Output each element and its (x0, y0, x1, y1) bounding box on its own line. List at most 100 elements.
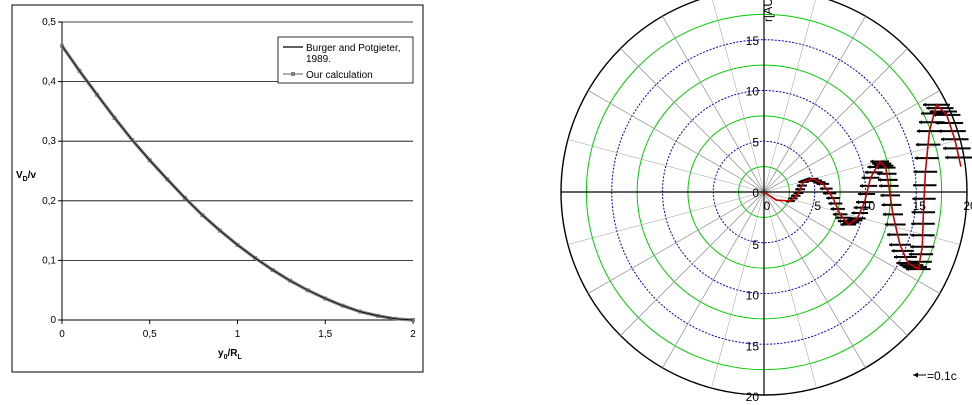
velocity-vector-head (912, 183, 916, 188)
velocity-vector-head (795, 187, 799, 192)
y-axis-label: VD/v (16, 170, 37, 183)
velocity-vector-head (849, 216, 853, 221)
polar-spoke (763, 90, 941, 193)
velocity-vector-head (908, 252, 912, 257)
legend-box (277, 36, 414, 84)
legend: Burger and Potgieter, 1989. Our calculat… (277, 36, 414, 84)
velocity-vector-head (835, 215, 839, 220)
arrow-scale-label: =0.1c (927, 369, 957, 383)
velocity-vector-head (915, 142, 919, 147)
velocity-vector-head (932, 112, 936, 117)
arrow-scale-key: =0.1c (913, 369, 957, 383)
velocity-vector-head (916, 129, 920, 134)
velocity-vector-head (881, 202, 885, 207)
velocity-vector-head (826, 196, 830, 201)
radial-tick-label-right: 5 (814, 199, 821, 213)
radial-tick-label-up: 5 (752, 135, 759, 149)
velocity-vector-head (870, 159, 874, 164)
polar-axes (561, 0, 967, 395)
velocity-vector-head (872, 161, 876, 166)
polar-spoke (620, 48, 765, 193)
velocity-vector-head (921, 111, 925, 116)
velocity-vector-head (878, 177, 882, 182)
polar-circle (611, 39, 917, 345)
polar-spoke (711, 191, 765, 389)
polar-series-line (763, 103, 962, 271)
velocity-vector-head (823, 191, 827, 196)
velocity-vector-head (857, 192, 861, 197)
velocity-vector-head (877, 171, 881, 176)
velocity-vector-head (853, 205, 857, 210)
polar-circle (738, 166, 790, 218)
polar-circles (560, 0, 968, 396)
velocity-vector-head (837, 219, 841, 224)
velocity-vector-head (851, 210, 855, 215)
radial-tick-label-down: 20 (746, 390, 760, 404)
velocity-vector-head (874, 163, 878, 168)
velocity-vector-head (880, 193, 884, 198)
velocity-vector-head (905, 267, 909, 272)
polar-spoke (763, 0, 816, 193)
y-tick-label: 0,2 (42, 196, 56, 207)
radial-tick-label-down: 15 (746, 339, 760, 353)
velocity-vector-head (893, 254, 897, 259)
velocity-vector-head (867, 164, 871, 169)
polar-spoke (763, 191, 866, 369)
velocity-vector-head (816, 181, 820, 186)
velocity-vector-head (861, 175, 865, 180)
radial-tick-label-right: 0 (764, 199, 771, 213)
radial-tick-label-down: 5 (752, 238, 759, 252)
velocity-vector-head (832, 212, 836, 217)
velocity-vector-head (902, 265, 906, 270)
polar-spoke (763, 191, 908, 336)
polar-circle (560, 0, 968, 396)
velocity-vector-head (813, 180, 817, 185)
y-tick-label: 0,4 (42, 77, 56, 88)
velocity-vector-head (910, 233, 914, 238)
velocity-vector-head (899, 263, 903, 268)
y-tick-label: 0,3 (42, 136, 56, 147)
velocity-vector-head (887, 232, 891, 237)
x-tick-label: 0 (59, 329, 65, 340)
velocity-vector-head (882, 212, 886, 217)
velocity-vector-head (912, 196, 916, 201)
polar-circle (687, 115, 841, 269)
polar-spoke (620, 191, 765, 336)
radial-tick-label-down: 10 (746, 289, 760, 303)
radial-tick-label-up: 10 (746, 85, 760, 99)
velocity-vector-head (856, 200, 860, 205)
velocity-vector-head (889, 242, 893, 247)
velocity-vectors (785, 102, 972, 272)
polar-series (763, 103, 962, 271)
velocity-vector-head (926, 106, 930, 111)
polar-circle (712, 140, 816, 244)
x-tick-label: 1,5 (318, 329, 332, 340)
polar-spoke (763, 191, 817, 389)
velocity-vector-head (929, 109, 933, 114)
chart-area-frame (11, 4, 424, 373)
velocity-vector-head (840, 222, 844, 227)
velocity-vector-head (819, 186, 823, 191)
radial-tick-label-right: 15 (913, 199, 927, 213)
velocity-vector-head (891, 248, 895, 253)
x-tick-label: 1 (235, 329, 241, 340)
velocity-vector-head (911, 210, 915, 215)
velocity-vector-head (938, 129, 942, 134)
x-axis-label: y0/RL (218, 348, 242, 361)
polar-spoke (763, 191, 941, 294)
velocity-vector-head (843, 220, 847, 225)
polar-spoke (662, 15, 765, 193)
polar-spoke (587, 90, 765, 193)
y-tick-label: 0,5 (42, 17, 56, 28)
series-line-our-calculation (60, 44, 414, 322)
velocity-vector-head (864, 170, 868, 175)
polar-tick-labels: 15 10 5 0 5 10 15 20 0 5 10 15 20 (746, 34, 972, 404)
polar-spoke (587, 191, 765, 294)
velocity-vector-head (798, 179, 802, 184)
velocity-vector-head (793, 191, 797, 196)
radial-axis-label: r[AU] (761, 0, 775, 22)
velocity-vector-head (806, 176, 810, 181)
velocity-vector-head (846, 218, 850, 223)
radial-tick-label-right: 20 (963, 199, 972, 213)
velocity-vector-head (913, 169, 917, 174)
